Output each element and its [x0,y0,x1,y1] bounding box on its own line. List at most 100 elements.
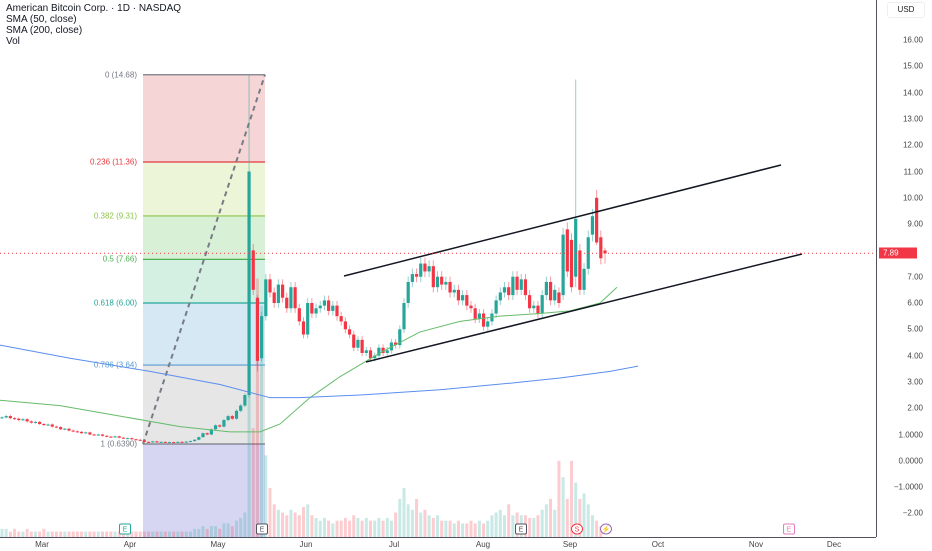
candle-body [381,347,385,353]
sma50-legend[interactable]: SMA (50, close) [6,14,77,25]
price-tick: 6.00 [907,298,923,308]
candle-body [322,300,327,306]
candle-body [100,434,105,436]
event-earnings-icon[interactable]: E [515,523,527,535]
month-tick: Mar [35,540,49,549]
fib-zone [143,215,265,260]
candle-body [92,434,96,436]
volume-bar [410,509,414,537]
candle-body [352,334,356,348]
volume-bar [327,520,331,537]
candle-body [456,289,461,301]
price-tick: 1.0000 [898,430,923,439]
volume-bar [507,504,511,537]
candle-body [502,287,507,293]
volume-bar [452,523,456,537]
candle-body [435,276,440,288]
volume-bar [180,531,184,537]
volume-bar [138,531,142,537]
month-tick: Dec [826,540,842,549]
price-tick: 16.00 [902,35,923,45]
volume-bar [281,512,285,537]
volume-bar [528,517,532,537]
candle-body [29,421,33,423]
volume-bar [239,517,243,537]
candle-body [406,281,410,303]
candle-body [465,295,469,306]
time-axis[interactable]: Mar Apr May Jun Jul Aug Sep Oct Nov Dec [0,537,876,551]
event-earnings-icon[interactable]: E [119,523,131,535]
fib-label: 1 (0.6390) [100,439,137,449]
candle-body [565,229,569,272]
candle-body [440,276,444,285]
price-tick: 5.00 [907,324,923,334]
volume-bar [84,531,88,537]
candle-body [343,321,347,330]
event-news-icon[interactable]: ⚡ [600,523,612,535]
volume-bar [193,528,197,537]
volume-bar [71,531,75,537]
volume-legend[interactable]: Vol [6,36,20,47]
candle-body [180,441,184,443]
candle-body [33,421,38,423]
event-earnings-icon[interactable]: E [783,523,795,535]
volume-bar [406,504,410,537]
symbol-title[interactable]: American Bitcoin Corp. · 1D · NASDAQ [6,3,182,14]
candle-body [17,418,21,421]
candle-body [494,300,498,314]
candle-body [528,295,532,309]
volume-bar [21,531,25,537]
candle-body [364,350,368,353]
volume-bar [63,531,67,537]
price-chart[interactable] [0,0,876,537]
volume-bar [436,515,439,537]
volume-bar [235,520,238,537]
candle-body [268,279,272,293]
volume-bar [318,520,322,537]
fib-trend-line [142,74,266,445]
candle-body [590,216,595,235]
candle-body [155,441,159,443]
volume-bar [557,460,561,537]
candle-body [163,441,167,443]
last-price-label: 7.89 [879,247,917,259]
price-axis[interactable]: USD 7.89 16.00 15.00 14.00 13.00 12.00 11.00 1… [876,0,932,537]
volume-bar [268,488,272,537]
volume-bar [80,531,84,537]
candle-body [50,424,54,427]
price-tick: 7.00 [907,272,923,282]
candle-body [578,250,582,290]
volume-bar [302,507,305,537]
volume-bar [25,528,29,537]
month-tick: Oct [651,540,665,549]
candle-body [297,308,301,322]
candle-body [394,342,398,346]
volume-bar [477,520,481,537]
candle-body [544,281,548,296]
volume-bar [377,517,381,537]
candle-body [0,417,4,419]
candle-body [138,439,142,441]
sma200-legend[interactable]: SMA (200, close) [6,25,83,36]
fib-label: 0.618 (6.00) [93,298,137,308]
month-tick: Aug [475,540,491,549]
candle-body [523,279,528,296]
candle-body [42,423,46,426]
candle-body [121,437,126,439]
volume-bar [310,515,314,537]
event-split-icon[interactable]: S [571,523,583,535]
candle-body [431,266,435,288]
event-earnings-icon[interactable]: E [256,523,268,535]
candle-body [280,284,285,298]
candle-body [452,289,456,293]
candle-body [582,268,586,290]
chart-legend: American Bitcoin Corp. · 1D · NASDAQ SMA… [6,3,181,47]
currency-button[interactable]: USD [887,2,925,18]
volume-bar [335,520,339,537]
candle-body [151,441,155,443]
candle-body [540,295,544,314]
channel-lower-line [365,253,803,363]
volume-bar [343,517,347,537]
candle-body [222,420,226,427]
candle-body [75,431,79,433]
